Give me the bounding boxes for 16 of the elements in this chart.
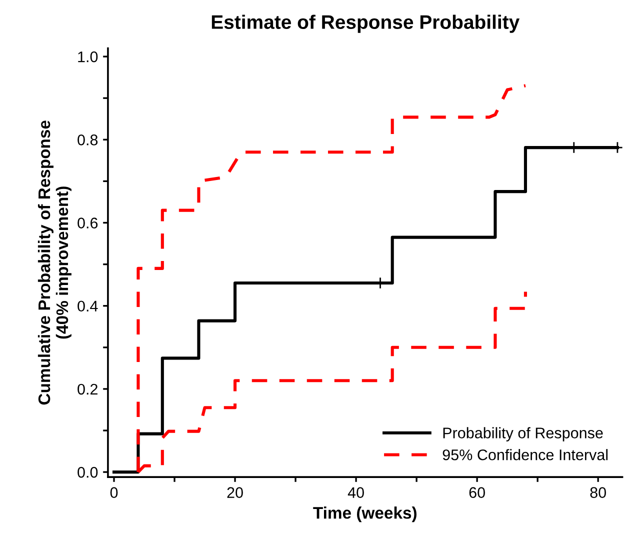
y-tick-label: 0.0 <box>78 466 98 478</box>
legend-label: 95% Confidence Interval <box>442 449 608 460</box>
y-tick-label: 0.8 <box>78 134 98 146</box>
y-tick-label: 0.4 <box>78 300 98 312</box>
x-tick-label: 40 <box>348 487 364 498</box>
y-tick-label: 1.0 <box>78 51 98 62</box>
x-tick-label: 60 <box>469 487 485 498</box>
y-tick-label: 0.6 <box>78 218 98 228</box>
legend-label: Probability of Response <box>443 427 603 442</box>
y-tick-label: 0.2 <box>78 384 98 395</box>
chart-title: Estimate of Response Probability <box>212 14 520 33</box>
x-tick-label: 20 <box>227 487 243 498</box>
x-tick-label: 80 <box>590 487 606 498</box>
x-axis-title: Time (weeks) <box>313 506 416 522</box>
x-tick-label: 0 <box>110 487 118 498</box>
y-axis-title: Cumulative Probability of Response (40% improvement) <box>38 120 72 405</box>
